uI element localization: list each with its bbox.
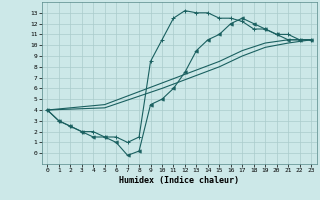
X-axis label: Humidex (Indice chaleur): Humidex (Indice chaleur) [119,176,239,185]
